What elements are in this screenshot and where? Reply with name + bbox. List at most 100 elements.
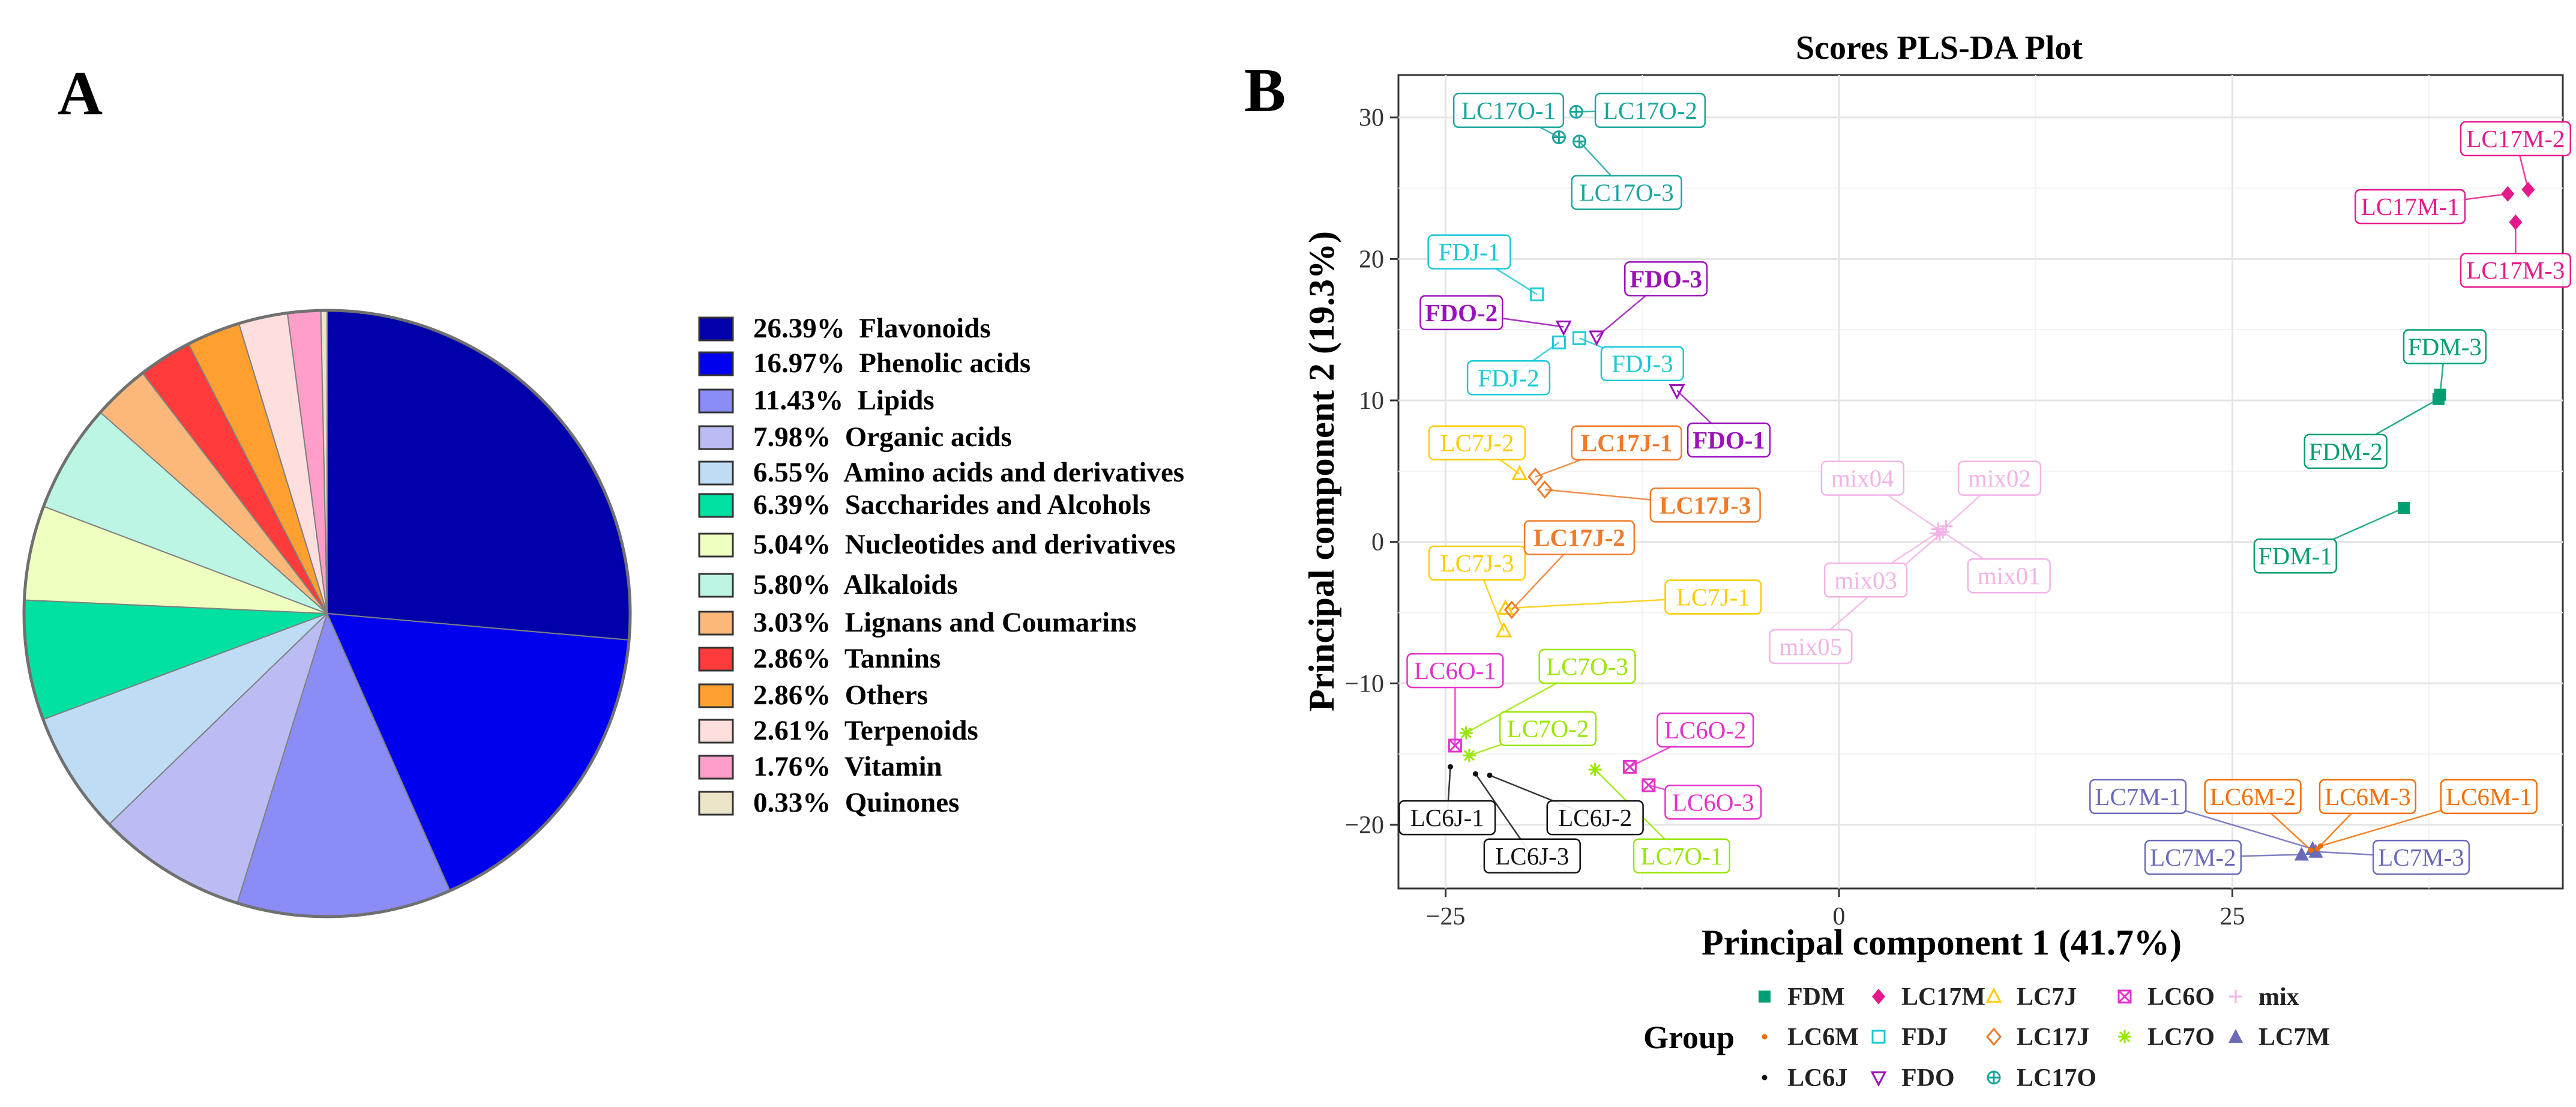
- point-label-FDO-1: FDO-1: [1687, 422, 1771, 458]
- point-LC6O-1: [1448, 738, 1462, 753]
- pie-legend-swatch-3: [698, 425, 734, 450]
- point-label-text: mix03: [1834, 566, 1897, 594]
- point-label-text: LC17J-2: [1533, 524, 1625, 552]
- point-label-text: LC7J-2: [1440, 429, 1514, 457]
- legend-key-LC6J: [1762, 1075, 1768, 1081]
- legend-key-LC7M: [2228, 1029, 2243, 1043]
- pie-outline: [22, 309, 632, 918]
- point-label-LC17O-3: LC17O-3: [1571, 175, 1682, 210]
- point-label-mix03: mix03: [1823, 563, 1908, 598]
- point-label-text: LC6O-2: [1664, 716, 1747, 744]
- legend-label-mix: mix: [2259, 983, 2299, 1011]
- pie-legend-percent-8: 3.03%: [753, 607, 831, 638]
- point-LC7J-2: [1511, 465, 1528, 481]
- pie-legend-swatch-1: [698, 351, 734, 376]
- point-LC17M-2: [2521, 181, 2535, 198]
- pie-legend-swatch-5: [698, 493, 734, 518]
- pie-legend-percent-9: 2.86%: [753, 643, 831, 674]
- pie-legend-label-0: Flavonoids: [845, 313, 991, 344]
- point-label-text: FDJ-2: [1478, 364, 1539, 391]
- legend-item-FDJ: FDJ: [1871, 1024, 1948, 1051]
- point-label-LC17O-2: LC17O-2: [1594, 92, 1706, 128]
- point-label-LC7M-1: LC7M-1: [2089, 779, 2187, 815]
- legend-item-LC6J: LC6J: [1762, 1064, 1847, 1092]
- point-label-LC7J-2: LC7J-2: [1428, 425, 1526, 460]
- point-LC6O-2: [1622, 759, 1637, 774]
- point-LC6J-3: [1472, 771, 1478, 777]
- pie-legend-percent-5: 6.39%: [753, 489, 831, 520]
- x-tick-label-0: −25: [1426, 903, 1466, 931]
- point-mix05: [1933, 528, 1946, 541]
- pie-legend-item-11: 2.61% Terpenoids: [753, 715, 978, 746]
- y-tick-label-4: 20: [1359, 246, 1384, 273]
- point-FDJ-1: [1530, 287, 1544, 301]
- legend-item-LC7M: LC7M: [2228, 1024, 2330, 1051]
- legend-item-LC17O: LC17O: [1987, 1064, 2096, 1092]
- point-label-FDM-1: FDM-1: [2253, 538, 2337, 574]
- pie-legend-item-0: 26.39% Flavonoids: [753, 313, 991, 344]
- legend-key-LC6M: [1762, 1034, 1768, 1040]
- point-label-text: LC7M-3: [2378, 843, 2464, 871]
- point-label-text: FDM-2: [2309, 438, 2383, 465]
- pie-legend-swatch-11: [698, 719, 734, 744]
- point-label-LC6J-2: LC6J-2: [1546, 800, 1644, 836]
- point-label-text: FDM-1: [2259, 542, 2332, 570]
- pie-legend-label-4: Amino acids and derivatives: [831, 457, 1184, 488]
- point-FDJ-3: [1572, 331, 1586, 345]
- point-label-LC17M-2: LC17M-2: [2460, 121, 2571, 157]
- x-tick-label-2: 25: [2219, 903, 2245, 931]
- pie-legend-item-6: 5.04% Nucleotides and derivatives: [753, 529, 1176, 560]
- point-mix02: [1939, 519, 1953, 533]
- pie-legend-swatch-8: [698, 611, 734, 636]
- pie-legend-percent-0: 26.39%: [753, 313, 845, 344]
- point-label-LC6M-2: LC6M-2: [2204, 779, 2302, 815]
- pie-legend-percent-3: 7.98%: [753, 421, 831, 453]
- pie-legend-swatch-10: [698, 683, 734, 708]
- point-LC17O-3: [1572, 134, 1586, 149]
- pie-legend-label-6: Nucleotides and derivatives: [831, 529, 1175, 560]
- point-label-LC7J-1: LC7J-1: [1664, 579, 1762, 615]
- pie-legend-item-7: 5.80% Alkaloids: [753, 569, 958, 600]
- point-label-mix01: mix01: [1967, 558, 2051, 594]
- point-FDM-2: [2432, 393, 2445, 405]
- point-label-text: LC17O-3: [1580, 179, 1674, 207]
- panel-label-b: B: [1244, 56, 1286, 125]
- y-axis-label: Principal component 2 (19.3%): [1302, 231, 1341, 711]
- pie-legend-item-5: 6.39% Saccharides and Alcohols: [753, 489, 1151, 520]
- points: [1448, 104, 2535, 861]
- x-axis-label: Principal component 1 (41.7%): [1702, 923, 2182, 962]
- legend-item-LC6O: LC6O: [2117, 983, 2215, 1011]
- pie-legend-label-2: Lipids: [843, 385, 934, 416]
- legend-key-LC17O: [1987, 1070, 2001, 1085]
- y-tick-label-3: 10: [1359, 387, 1384, 415]
- point-label-LC6M-3: LC6M-3: [2319, 779, 2417, 815]
- point-label-LC7O-1: LC7O-1: [1633, 838, 1731, 874]
- pie-legend-swatch-6: [698, 532, 734, 558]
- point-label-LC7J-3: LC7J-3: [1428, 545, 1526, 581]
- point-label-LC17O-1: LC17O-1: [1452, 92, 1565, 128]
- point-label-text: FDJ-3: [1612, 350, 1673, 378]
- panel-label-a: A: [58, 59, 103, 128]
- point-label-text: FDJ-1: [1439, 238, 1500, 266]
- pie-legend-percent-13: 0.33%: [753, 787, 831, 818]
- point-label-text: LC6J-2: [1558, 804, 1632, 831]
- legend-label-LC7M: LC7M: [2259, 1024, 2330, 1051]
- point-label-LC17M-3: LC17M-3: [2460, 252, 2571, 288]
- point-label-LC7O-3: LC7O-3: [1538, 648, 1636, 684]
- point-label-text: LC7J-3: [1440, 549, 1514, 577]
- legend-key-LC17J: [1986, 1027, 2002, 1046]
- point-label-LC17J-2: LC17J-2: [1523, 520, 1636, 555]
- pie-legend-swatch-2: [698, 388, 734, 414]
- point-label-text: FDO-3: [1630, 265, 1702, 292]
- pie-legend-label-13: Quinones: [831, 787, 959, 818]
- point-label-text: LC6O-3: [1672, 788, 1754, 816]
- pie-legend-swatch-13: [698, 791, 734, 816]
- pie-legend-swatch-7: [698, 573, 734, 598]
- legend-label-FDO: FDO: [1901, 1064, 1955, 1092]
- point-FDO-3: [1588, 330, 1605, 346]
- pie-legend-label-12: Vitamin: [831, 751, 942, 782]
- legend-title: Group: [1643, 1019, 1735, 1055]
- point-FDO-2: [1555, 320, 1572, 336]
- point-label-text: FDO-2: [1425, 299, 1498, 327]
- pie-legend-percent-12: 1.76%: [753, 751, 831, 782]
